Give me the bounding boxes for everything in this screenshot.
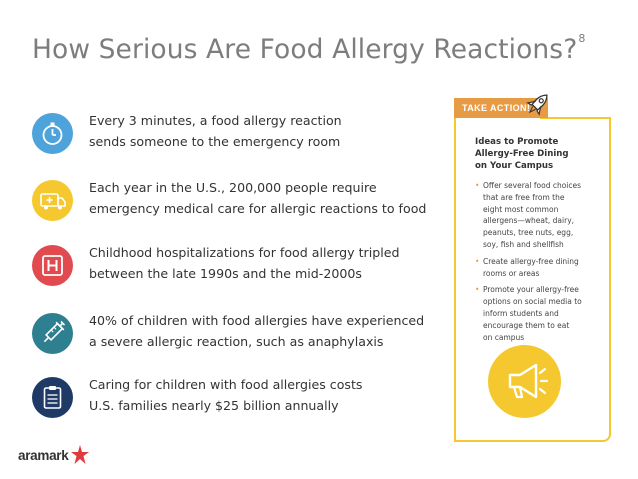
footnote-marker: 8 <box>578 32 586 45</box>
aramark-logo: aramark <box>18 448 69 463</box>
tip-line: inform students and <box>483 308 559 318</box>
tip-line: Offer several food choices <box>483 181 582 190</box>
tip-line: peanuts, tree nuts, egg, <box>483 228 574 238</box>
rocket-icon <box>526 94 548 116</box>
star-logo-icon <box>71 445 89 464</box>
fact-line: Childhood hospitalizations for food alle… <box>89 245 400 260</box>
tip-line: Create allergy-free dining <box>483 256 579 266</box>
stopwatch-icon <box>32 113 73 154</box>
bullet-icon: • <box>475 285 480 295</box>
bullet-icon: • <box>475 181 480 190</box>
fact-line: emergency medical care for allergic reac… <box>89 201 427 216</box>
sidebar-heading: Ideas to Promote Allergy-Free Dining on … <box>475 136 605 172</box>
take-action-panel <box>454 118 611 442</box>
tip-line: allergens—wheat, dairy, <box>483 216 575 226</box>
bullet-icon: • <box>475 256 480 266</box>
tip-line: rooms or areas <box>483 268 540 278</box>
sidebar-border <box>454 118 456 440</box>
syringe-icon <box>32 313 73 354</box>
sidebar-heading-line: Allergy-Free Dining <box>475 149 569 159</box>
tip-item: • Promote your allergy-free options on s… <box>475 284 603 343</box>
tip-item: • Offer several food choices that are fr… <box>475 180 603 251</box>
tip-line: Promote your allergy-free <box>483 285 579 295</box>
hospital-icon <box>32 245 73 286</box>
fact-line: 40% of children with food allergies have… <box>89 313 425 328</box>
tip-line: that are free from the <box>483 192 565 202</box>
fact-line: U.S. families nearly $25 billion annuall… <box>89 398 339 413</box>
tips-list: • Offer several food choices that are fr… <box>475 180 603 348</box>
ambulance-icon <box>32 180 73 221</box>
tip-item: • Create allergy-free dining rooms or ar… <box>475 256 603 280</box>
sidebar-heading-line: Ideas to Promote <box>475 137 559 147</box>
megaphone-icon <box>488 345 561 418</box>
fact-line: Every 3 minutes, a food allergy reaction <box>89 113 342 128</box>
clipboard-icon <box>32 377 73 418</box>
sidebar-border <box>540 117 611 119</box>
tip-line: on campus <box>483 332 525 342</box>
tip-line: options on social media to <box>483 297 582 307</box>
sidebar-heading-line: on Your Campus <box>475 161 554 171</box>
page-title: How Serious Are Food Allergy Reactions?8 <box>32 32 586 65</box>
tip-line: eight most common <box>483 204 559 214</box>
fact-line: between the late 1990s and the mid-2000s <box>89 266 362 281</box>
tip-line: encourage them to eat <box>483 320 570 330</box>
take-action-badge: TAKE ACTION! <box>454 98 548 118</box>
fact-line: a severe allergic reaction, such as anap… <box>89 334 384 349</box>
tip-line: soy, fish and shellfish <box>483 239 564 249</box>
fact-line: Each year in the U.S., 200,000 people re… <box>89 180 377 195</box>
fact-line: sends someone to the emergency room <box>89 134 341 149</box>
fact-line: Caring for children with food allergies … <box>89 377 363 392</box>
